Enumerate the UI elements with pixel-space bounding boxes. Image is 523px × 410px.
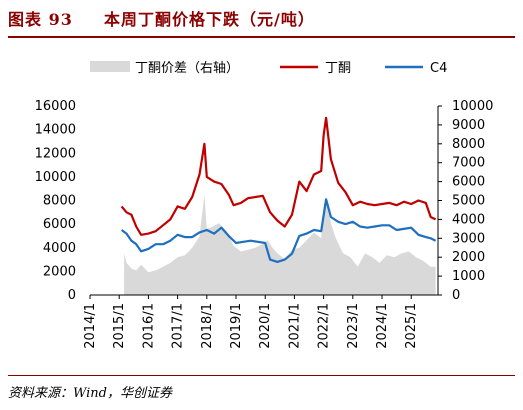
legend: 丁酮价差（右轴） 丁酮 C4 [90, 61, 447, 76]
x-tick-label: 2018/1 [200, 303, 215, 349]
x-tick-label: 2016/1 [141, 303, 156, 349]
y-left-tick-label: 8000 [43, 194, 76, 209]
series-c4-line [120, 198, 437, 263]
y-left-tick-label: 6000 [43, 217, 76, 232]
y-left-tick-label: 0 [68, 288, 76, 303]
x-tick-label: 2025/1 [404, 303, 419, 349]
legend-label: C4 [430, 61, 447, 76]
y-right-tick-label: 10000 [452, 99, 493, 114]
chart-title: 图表 93 本周丁酮价格下跌（元/吨） [8, 6, 315, 30]
x-tick-label: 2015/1 [112, 303, 127, 349]
legend-label: 丁酮价差（右轴） [135, 61, 239, 76]
x-tick-label: 2020/1 [258, 303, 273, 349]
legend-swatch-area [90, 61, 130, 72]
x-tick-label: 2014/1 [83, 303, 98, 349]
x-tick-label: 2024/1 [375, 303, 390, 349]
legend-item: C4 [385, 61, 447, 76]
source-rule [8, 375, 515, 376]
y-right-tick-label: 1000 [452, 269, 485, 284]
y-right-tick-label: 9000 [452, 118, 485, 133]
y-left-tick-label: 2000 [43, 264, 76, 279]
legend-label: 丁酮 [325, 61, 351, 76]
y-right-tick-label: 7000 [452, 156, 485, 171]
lines-layer [120, 116, 437, 263]
title-rule [8, 36, 515, 38]
y-right-tick-label: 3000 [452, 231, 485, 246]
y-right-tick-label: 4000 [452, 212, 485, 227]
source-note: 资料来源：Wind，华创证券 [8, 386, 172, 401]
y-left-tick-label: 10000 [35, 170, 76, 185]
legend-item: 丁酮 [280, 61, 351, 76]
legend-item: 丁酮价差（右轴） [90, 61, 239, 76]
y-right-tick-label: 8000 [452, 137, 485, 152]
chart: 丁酮价差（右轴） 丁酮 C4 020004000600080001000012000… [35, 61, 494, 349]
ticks-layer: 0 2000 4000 6000 8000 10000 12000 14000 16000 0 10… [35, 99, 494, 349]
y-left-tick-label: 4000 [43, 241, 76, 256]
y-right-tick-label: 6000 [452, 175, 485, 190]
y-right-tick-label: 5000 [452, 194, 485, 209]
y-right-tick-label: 0 [452, 288, 460, 303]
y-right-tick-label: 2000 [452, 250, 485, 265]
series-spread-area [124, 194, 436, 295]
x-tick-label: 2017/1 [171, 303, 186, 349]
x-tick-label: 2019/1 [229, 303, 244, 349]
spread-layer [124, 194, 436, 295]
y-left-tick-label: 16000 [35, 99, 76, 114]
title-prefix: 图表 93 [8, 10, 73, 29]
y-left-tick-label: 12000 [35, 146, 76, 161]
series-butanone-line [120, 116, 437, 236]
x-tick-label: 2022/1 [317, 303, 332, 349]
x-tick-label: 2021/1 [287, 303, 302, 349]
x-tick-label: 2023/1 [346, 303, 361, 349]
y-left-tick-label: 14000 [35, 123, 76, 138]
title-text: 本周丁酮价格下跌（元/吨） [104, 10, 315, 29]
